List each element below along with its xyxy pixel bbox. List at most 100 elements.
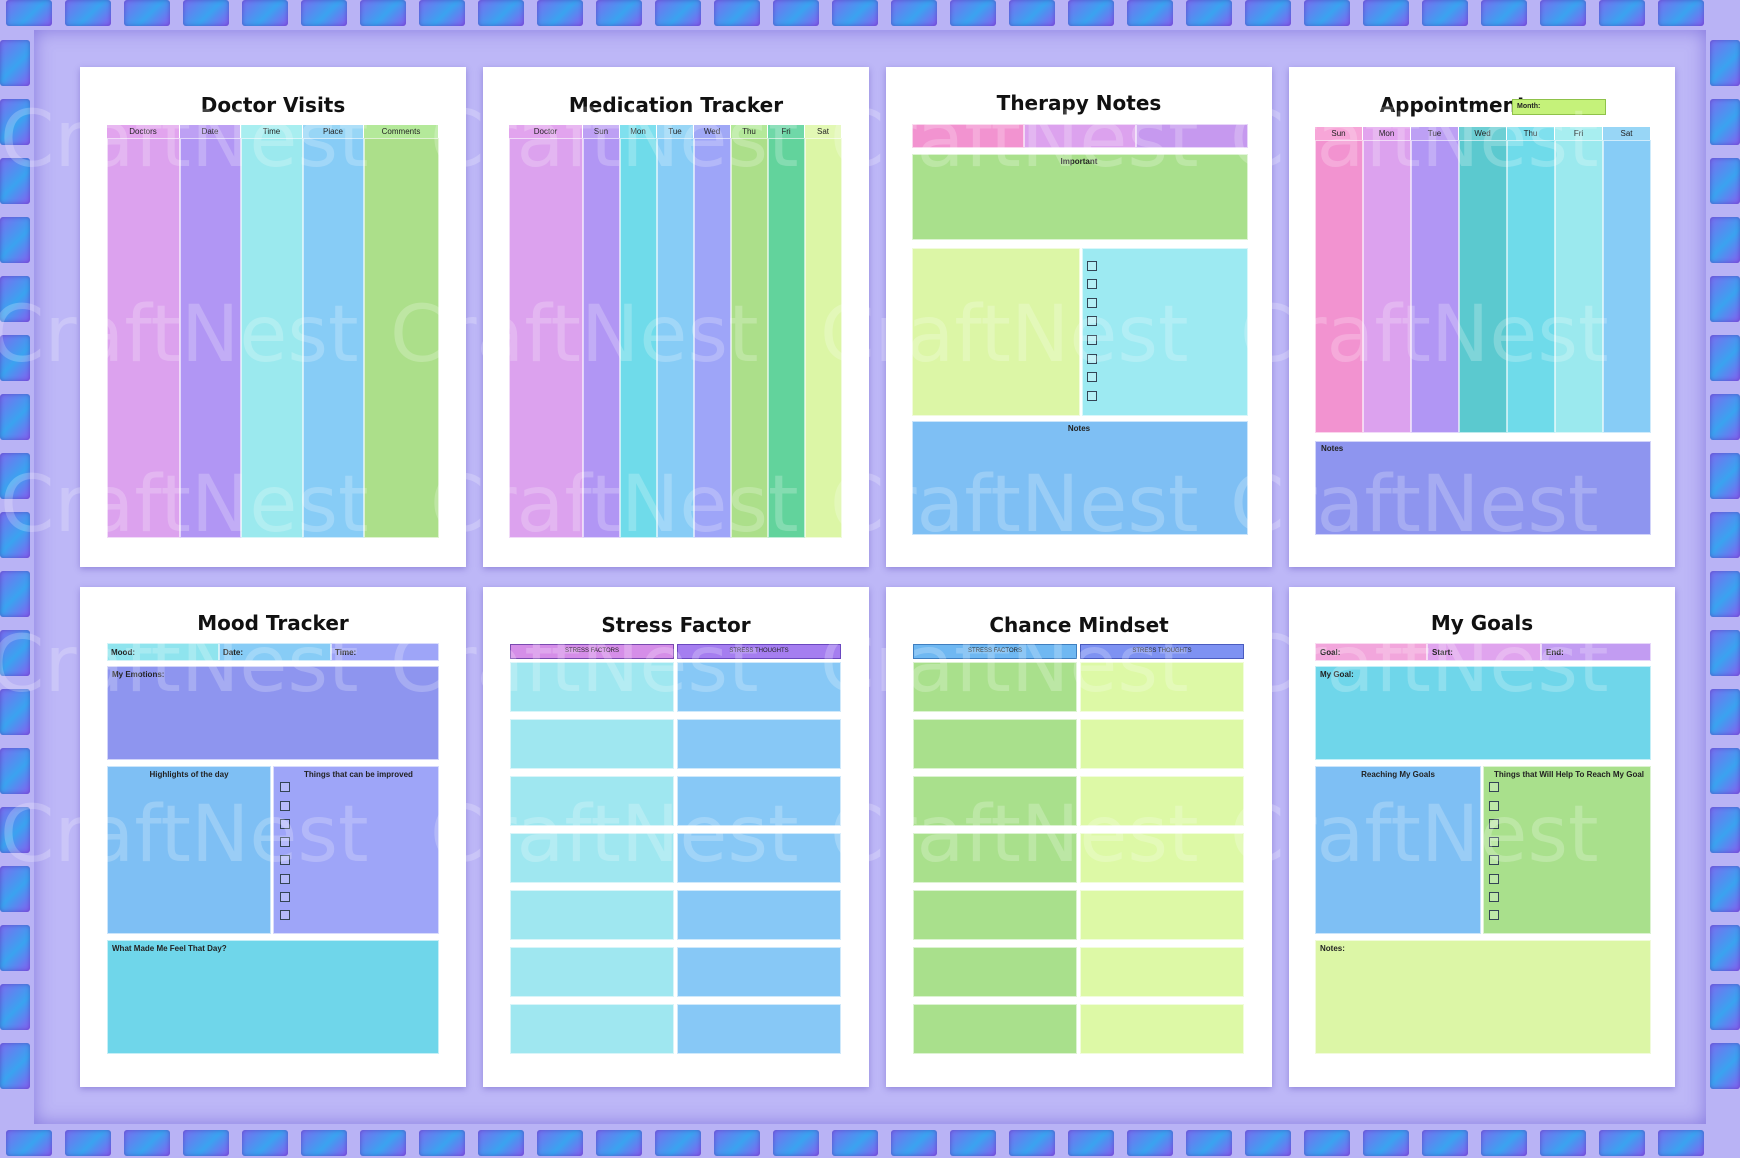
goal-field[interactable] xyxy=(1315,643,1427,661)
column-thu[interactable] xyxy=(731,138,768,538)
checkbox[interactable] xyxy=(280,782,290,792)
column-place[interactable] xyxy=(303,138,364,538)
thought-cell[interactable] xyxy=(677,947,841,997)
factor-cell[interactable] xyxy=(510,776,674,826)
thought-cell[interactable] xyxy=(677,719,841,769)
checkbox[interactable] xyxy=(1087,372,1097,382)
checkbox[interactable] xyxy=(1489,782,1499,792)
day-column-fri[interactable] xyxy=(1555,140,1603,433)
mood-field[interactable] xyxy=(107,643,219,661)
column-tue[interactable] xyxy=(657,138,694,538)
my-emotions-box[interactable] xyxy=(107,666,439,760)
column-header-place: Place xyxy=(303,125,364,138)
thought-cell[interactable] xyxy=(1080,719,1244,769)
factor-cell[interactable] xyxy=(913,662,1077,712)
day-column-wed[interactable] xyxy=(1459,140,1507,433)
day-column-sat[interactable] xyxy=(1603,140,1651,433)
column-fri[interactable] xyxy=(768,138,805,538)
column-doctor[interactable] xyxy=(509,138,583,538)
thought-cell[interactable] xyxy=(677,1004,841,1054)
frame-tile xyxy=(0,689,30,735)
checkbox[interactable] xyxy=(1087,354,1097,364)
checkbox[interactable] xyxy=(1087,335,1097,345)
frame-tile xyxy=(65,1130,111,1156)
checkbox[interactable] xyxy=(280,837,290,847)
thought-cell[interactable] xyxy=(1080,776,1244,826)
important-box[interactable] xyxy=(912,154,1248,240)
feel-box[interactable] xyxy=(107,940,439,1054)
time-field[interactable] xyxy=(331,643,439,661)
checkbox[interactable] xyxy=(1087,279,1097,289)
column-date[interactable] xyxy=(180,138,241,538)
date-field[interactable] xyxy=(219,643,331,661)
reaching-goals-box[interactable] xyxy=(1315,766,1481,934)
month-field[interactable]: Month: xyxy=(1512,99,1606,115)
thought-cell[interactable] xyxy=(677,776,841,826)
factor-cell[interactable] xyxy=(913,1004,1077,1054)
thought-cell[interactable] xyxy=(1080,947,1244,997)
frame-tile xyxy=(0,394,30,440)
checkbox[interactable] xyxy=(280,801,290,811)
checkbox[interactable] xyxy=(1489,910,1499,920)
frame-tile xyxy=(360,1130,406,1156)
day-column-sun[interactable] xyxy=(1315,140,1363,433)
page-title: Therapy Notes xyxy=(996,91,1162,115)
frame-tile xyxy=(1658,1130,1704,1156)
checkbox[interactable] xyxy=(1087,261,1097,271)
header-bar-violet xyxy=(1136,124,1248,148)
factor-cell[interactable] xyxy=(510,833,674,883)
column-sat[interactable] xyxy=(805,138,842,538)
factor-cell[interactable] xyxy=(510,890,674,940)
column-mon[interactable] xyxy=(620,138,657,538)
factor-cell[interactable] xyxy=(913,890,1077,940)
checkbox[interactable] xyxy=(280,855,290,865)
thought-cell[interactable] xyxy=(1080,662,1244,712)
thought-cell[interactable] xyxy=(677,662,841,712)
checkbox[interactable] xyxy=(1489,874,1499,884)
factor-cell[interactable] xyxy=(913,833,1077,883)
factor-cell[interactable] xyxy=(510,662,674,712)
checkbox[interactable] xyxy=(280,874,290,884)
highlights-box[interactable] xyxy=(107,766,271,934)
frame-tile xyxy=(0,276,30,322)
column-time[interactable] xyxy=(241,138,303,538)
day-column-mon[interactable] xyxy=(1363,140,1411,433)
notes-box[interactable] xyxy=(1315,441,1651,535)
checkbox[interactable] xyxy=(1489,892,1499,902)
checkbox[interactable] xyxy=(280,892,290,902)
column-comments[interactable] xyxy=(364,138,439,538)
checkbox[interactable] xyxy=(1489,855,1499,865)
my-goal-box[interactable] xyxy=(1315,666,1651,760)
checkbox[interactable] xyxy=(1087,391,1097,401)
checkbox[interactable] xyxy=(1087,316,1097,326)
end-field[interactable] xyxy=(1541,643,1651,661)
notes-label: Notes xyxy=(1321,444,1344,453)
checkbox[interactable] xyxy=(280,910,290,920)
column-sun[interactable] xyxy=(583,138,620,538)
day-column-tue[interactable] xyxy=(1411,140,1459,433)
factor-cell[interactable] xyxy=(510,947,674,997)
checkbox[interactable] xyxy=(1489,819,1499,829)
factor-cell[interactable] xyxy=(510,1004,674,1054)
thought-cell[interactable] xyxy=(677,833,841,883)
notes-box[interactable] xyxy=(1315,940,1651,1054)
thought-cell[interactable] xyxy=(1080,833,1244,883)
thought-cell[interactable] xyxy=(1080,890,1244,940)
factor-cell[interactable] xyxy=(510,719,674,769)
checkbox[interactable] xyxy=(1489,837,1499,847)
notes-left-box[interactable] xyxy=(912,248,1080,416)
column-header-wed: Wed xyxy=(694,125,731,138)
day-column-thu[interactable] xyxy=(1507,140,1555,433)
column-wed[interactable] xyxy=(694,138,731,538)
column-doctors[interactable] xyxy=(107,138,180,538)
checkbox[interactable] xyxy=(1087,298,1097,308)
notes-box[interactable] xyxy=(912,421,1248,535)
checkbox[interactable] xyxy=(280,819,290,829)
thought-cell[interactable] xyxy=(1080,1004,1244,1054)
start-field[interactable] xyxy=(1427,643,1541,661)
factor-cell[interactable] xyxy=(913,719,1077,769)
factor-cell[interactable] xyxy=(913,947,1077,997)
thought-cell[interactable] xyxy=(677,890,841,940)
factor-cell[interactable] xyxy=(913,776,1077,826)
checkbox[interactable] xyxy=(1489,801,1499,811)
